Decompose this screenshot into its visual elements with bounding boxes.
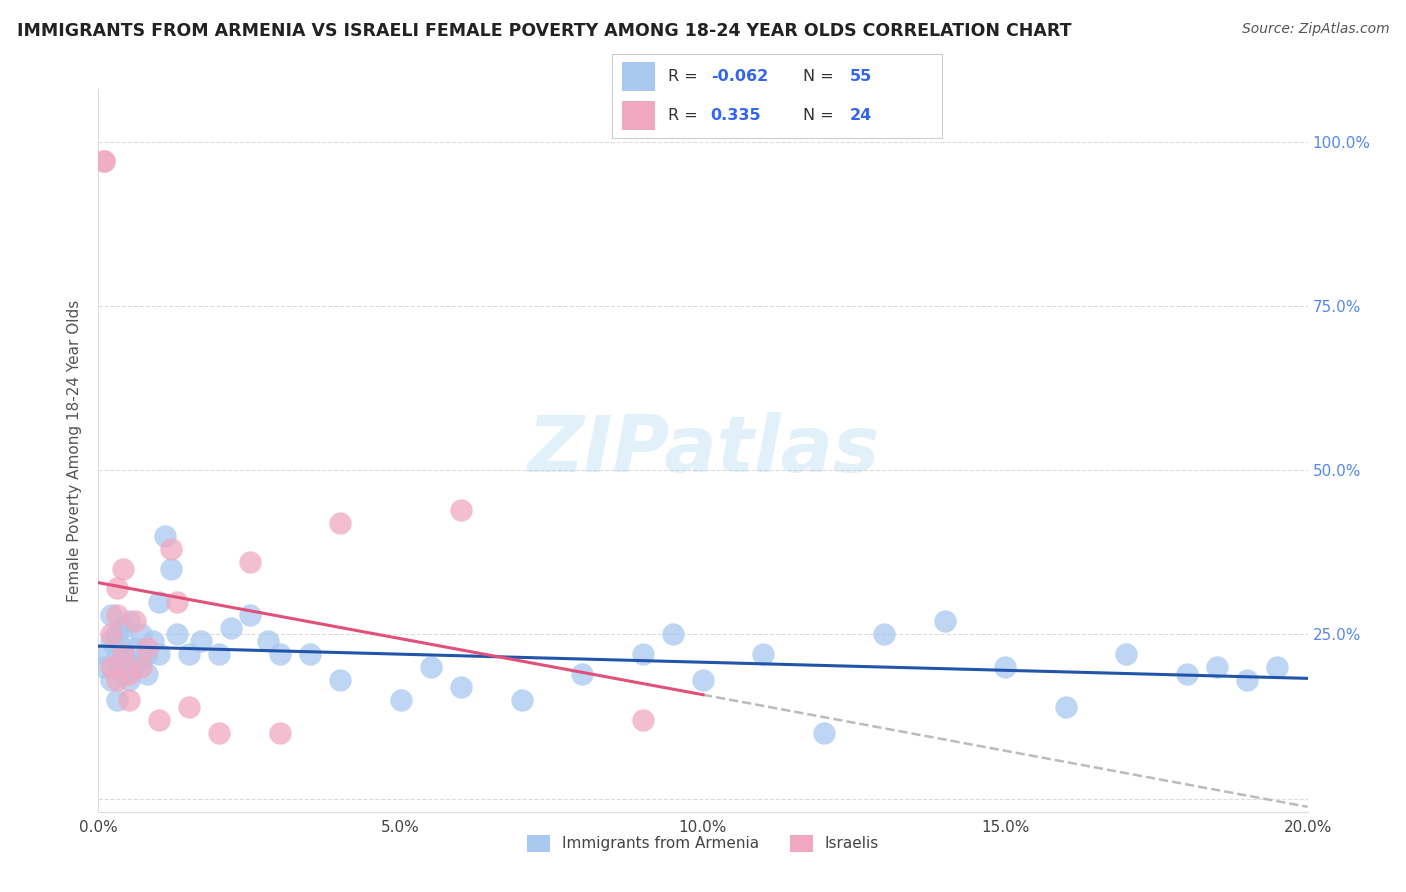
Text: N =: N = xyxy=(803,69,839,84)
Point xyxy=(269,647,291,661)
Point xyxy=(129,627,152,641)
Text: R =: R = xyxy=(668,69,703,84)
Point xyxy=(571,666,593,681)
Point xyxy=(1206,660,1229,674)
Point xyxy=(148,713,170,727)
Point xyxy=(256,634,278,648)
Point xyxy=(124,660,146,674)
Text: -0.062: -0.062 xyxy=(710,69,768,84)
Point xyxy=(166,627,188,641)
Point xyxy=(124,614,146,628)
Bar xyxy=(621,101,655,130)
Point xyxy=(179,699,201,714)
Point xyxy=(166,594,188,608)
Point xyxy=(934,614,956,628)
Point xyxy=(111,647,134,661)
Point xyxy=(510,693,533,707)
Point xyxy=(1267,660,1289,674)
Point xyxy=(190,634,212,648)
Point xyxy=(135,666,157,681)
Point xyxy=(160,562,183,576)
Point xyxy=(179,647,201,661)
Point xyxy=(1236,673,1258,688)
Point xyxy=(208,647,231,661)
Point xyxy=(111,621,134,635)
Point xyxy=(105,582,128,596)
Point xyxy=(111,640,134,655)
Text: ZIPatlas: ZIPatlas xyxy=(527,412,879,489)
Point xyxy=(153,529,176,543)
Point xyxy=(93,660,115,674)
Bar xyxy=(621,62,655,91)
Point xyxy=(631,713,654,727)
Point xyxy=(105,647,128,661)
Point xyxy=(450,502,472,516)
Point xyxy=(93,647,115,661)
Text: IMMIGRANTS FROM ARMENIA VS ISRAELI FEMALE POVERTY AMONG 18-24 YEAR OLDS CORRELAT: IMMIGRANTS FROM ARMENIA VS ISRAELI FEMAL… xyxy=(17,22,1071,40)
Legend: Immigrants from Armenia, Israelis: Immigrants from Armenia, Israelis xyxy=(520,829,886,858)
Point xyxy=(100,660,122,674)
Point xyxy=(752,647,775,661)
Point xyxy=(269,726,291,740)
Y-axis label: Female Poverty Among 18-24 Year Olds: Female Poverty Among 18-24 Year Olds xyxy=(67,300,83,601)
Point xyxy=(221,621,243,635)
Point xyxy=(118,666,141,681)
Point xyxy=(105,627,128,641)
Point xyxy=(135,647,157,661)
Text: N =: N = xyxy=(803,108,839,123)
Point xyxy=(1115,647,1137,661)
Point xyxy=(239,555,262,569)
Text: 24: 24 xyxy=(849,108,872,123)
Point xyxy=(135,640,157,655)
Point xyxy=(1054,699,1077,714)
Point xyxy=(661,627,683,641)
Point xyxy=(160,541,183,556)
Text: 55: 55 xyxy=(849,69,872,84)
Point xyxy=(118,614,141,628)
Point xyxy=(239,607,262,622)
Point xyxy=(299,647,322,661)
Point xyxy=(100,607,122,622)
Point xyxy=(631,647,654,661)
Point xyxy=(105,607,128,622)
Text: R =: R = xyxy=(668,108,703,123)
Point xyxy=(105,660,128,674)
Text: 0.335: 0.335 xyxy=(710,108,762,123)
Point xyxy=(124,640,146,655)
Point xyxy=(420,660,443,674)
Point xyxy=(873,627,896,641)
Point xyxy=(1175,666,1198,681)
Point xyxy=(148,647,170,661)
Text: Source: ZipAtlas.com: Source: ZipAtlas.com xyxy=(1241,22,1389,37)
Point xyxy=(692,673,714,688)
Point xyxy=(389,693,412,707)
Point xyxy=(148,594,170,608)
Point xyxy=(93,154,115,169)
Point xyxy=(105,693,128,707)
Point xyxy=(111,666,134,681)
Point xyxy=(142,634,165,648)
Point xyxy=(329,673,352,688)
Point xyxy=(329,516,352,530)
Point xyxy=(208,726,231,740)
Point xyxy=(994,660,1017,674)
Point xyxy=(118,673,141,688)
Point xyxy=(100,627,122,641)
Point xyxy=(813,726,835,740)
Point xyxy=(129,654,152,668)
Point xyxy=(118,693,141,707)
Point xyxy=(93,154,115,169)
Point xyxy=(111,562,134,576)
Point xyxy=(100,673,122,688)
Point xyxy=(118,654,141,668)
Point xyxy=(129,660,152,674)
Point xyxy=(450,680,472,694)
Point xyxy=(100,634,122,648)
Point xyxy=(105,673,128,688)
